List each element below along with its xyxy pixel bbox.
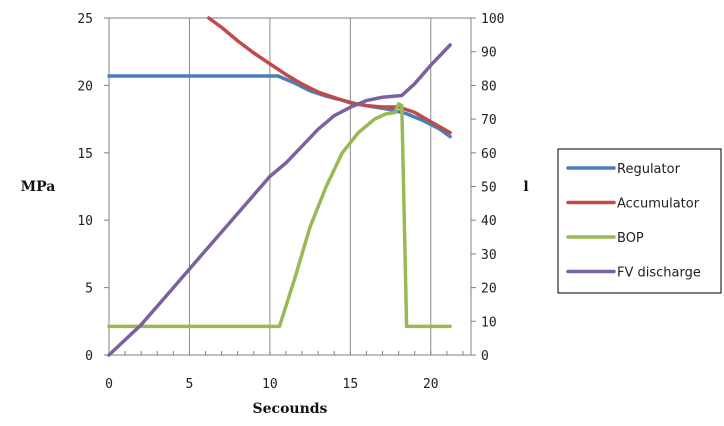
series-lines [107, 16, 452, 357]
y2-tick-label: 30 [481, 248, 497, 263]
y2-axis-label: l [523, 179, 528, 195]
y-right-tick-labels: 0 10 20 30 40 50 60 70 80 90 100 [481, 12, 504, 364]
y2-tick-label: 50 [481, 181, 497, 196]
y-tick-label: 15 [77, 147, 93, 162]
x-tick-label: 0 [105, 377, 113, 392]
y-axis-label: MPa [21, 179, 56, 195]
x-tick-label: 10 [262, 377, 278, 392]
y-tick-label: 5 [85, 282, 93, 297]
x-axis-label: Secounds [253, 401, 328, 417]
x-tick-labels: 0 5 10 15 20 [105, 377, 439, 392]
series-line-bop [107, 102, 452, 329]
series-line-fv-discharge [107, 43, 452, 357]
y-tick-label: 10 [77, 214, 93, 229]
legend: Regulator Accumulator BOP FV discharge [557, 148, 722, 294]
y2-tick-label: 0 [481, 349, 489, 364]
y2-tick-label: 70 [481, 113, 497, 128]
legend-label-accumulator: Accumulator [617, 197, 700, 212]
y-tick-label: 25 [77, 12, 93, 27]
y2-tick-label: 10 [481, 315, 497, 330]
y2-tick-label: 80 [481, 79, 497, 94]
y2-tick-label: 90 [481, 46, 497, 61]
y-left-tick-labels: 0 5 10 15 20 25 [77, 12, 93, 364]
y2-tick-label: 20 [481, 282, 497, 297]
legend-label-regulator: Regulator [617, 162, 681, 177]
legend-frame [557, 148, 722, 294]
y2-tick-label: 100 [481, 12, 504, 27]
plot-frame [108, 17, 472, 356]
y-tick-label: 0 [85, 349, 93, 364]
legend-label-fv-discharge: FV discharge [617, 266, 701, 281]
legend-label-bop: BOP [617, 231, 644, 246]
x-tick-label: 15 [343, 377, 359, 392]
y2-tick-label: 40 [481, 214, 497, 229]
x-tick-label: 5 [186, 377, 194, 392]
y2-tick-label: 60 [481, 147, 497, 162]
x-tick-label: 20 [423, 377, 439, 392]
series-line-accumulator [207, 16, 452, 135]
y-tick-label: 20 [77, 79, 93, 94]
